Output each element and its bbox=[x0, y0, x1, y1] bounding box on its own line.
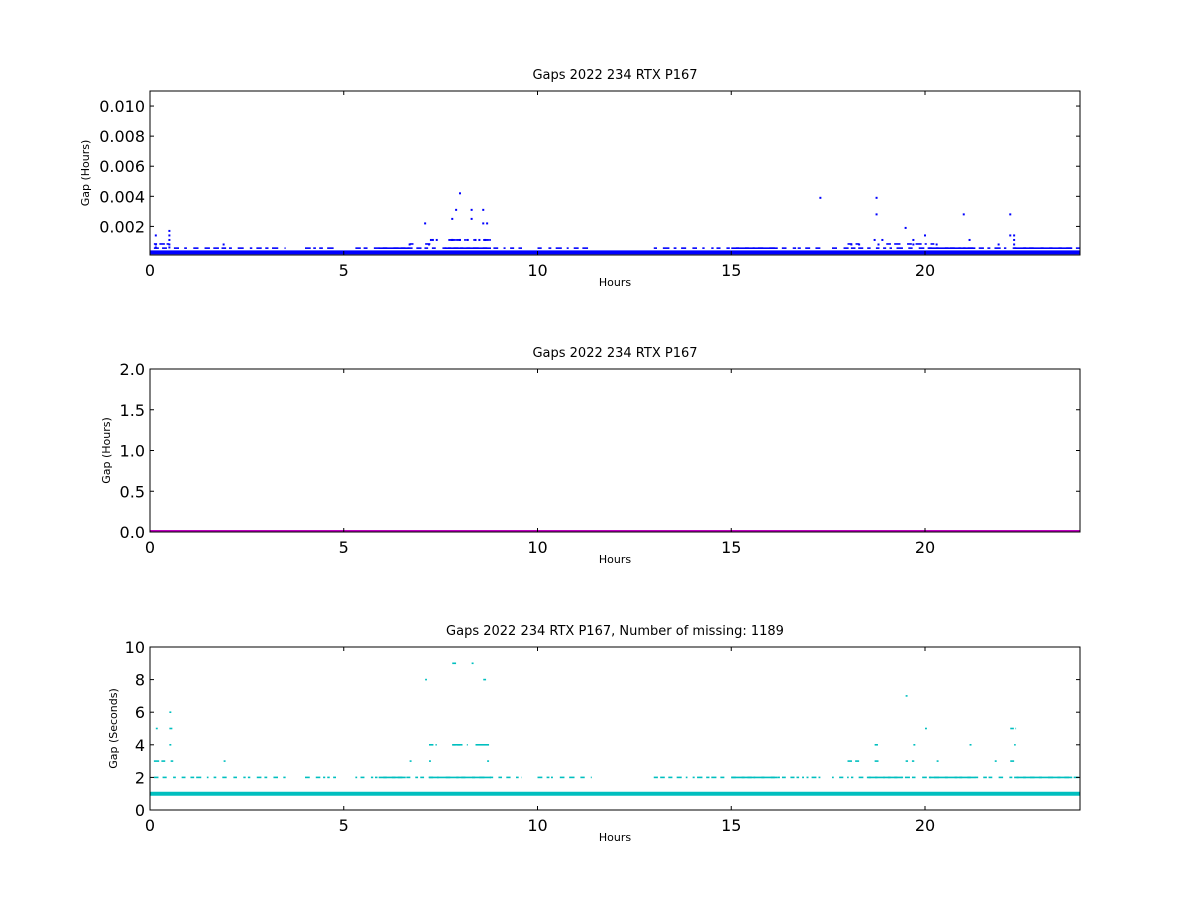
y-tick-label: 0.5 bbox=[120, 482, 145, 501]
x-tick-label: 20 bbox=[915, 816, 935, 835]
chart-title: Gaps 2022 234 RTX P167 bbox=[532, 346, 697, 361]
data-point bbox=[428, 243, 430, 246]
x-tick-label: 15 bbox=[721, 261, 741, 280]
data-point bbox=[429, 238, 432, 241]
plot-area bbox=[150, 192, 1080, 255]
data-point bbox=[154, 246, 157, 249]
x-tick-label: 5 bbox=[339, 538, 349, 557]
y-axis-label: Gap (Hours) bbox=[79, 140, 92, 207]
y-tick-label: 10 bbox=[125, 638, 145, 657]
plot-area bbox=[150, 662, 1080, 796]
x-tick-label: 0 bbox=[145, 261, 155, 280]
data-point bbox=[474, 238, 477, 241]
y-tick-label: 1.5 bbox=[120, 401, 145, 420]
y-tick-label: 1.0 bbox=[120, 442, 145, 461]
data-point bbox=[435, 238, 438, 241]
y-tick-label: 0.0 bbox=[120, 523, 145, 542]
chart-title: Gaps 2022 234 RTX P167, Number of missin… bbox=[446, 624, 784, 639]
data-point bbox=[997, 243, 1000, 246]
data-point bbox=[451, 217, 454, 220]
x-axis-label: Hours bbox=[599, 831, 631, 844]
y-tick-label: 6 bbox=[135, 703, 145, 722]
data-point bbox=[168, 246, 171, 249]
chart-gaps-hours-detail: 0 5 10 15 20 0.002 0.004 0.006 0.008 0.010 Gaps 20… bbox=[79, 68, 1081, 289]
data-point bbox=[222, 243, 225, 246]
data-point bbox=[168, 243, 171, 246]
y-tick-label: 0.004 bbox=[99, 187, 145, 206]
x-tick-label: 0 bbox=[145, 816, 155, 835]
data-point bbox=[154, 243, 157, 246]
data-point bbox=[482, 208, 485, 211]
x-tick-label: 10 bbox=[527, 261, 547, 280]
x-tick-label: 20 bbox=[915, 261, 935, 280]
x-tick-label: 5 bbox=[339, 816, 349, 835]
x-tick-label: 15 bbox=[721, 816, 741, 835]
y-tick-label: 0.008 bbox=[99, 127, 145, 146]
data-point bbox=[459, 238, 461, 241]
x-tick-label: 5 bbox=[339, 261, 349, 280]
data-point bbox=[875, 213, 878, 216]
x-axis-label: Hours bbox=[599, 276, 631, 289]
data-point bbox=[1009, 234, 1012, 237]
axes-frame bbox=[149, 368, 1081, 533]
chart-title: Gaps 2022 234 RTX P167 bbox=[532, 68, 697, 83]
data-point bbox=[912, 238, 915, 241]
data-point bbox=[877, 243, 880, 246]
axes-frame bbox=[149, 646, 1081, 811]
data-point bbox=[470, 217, 473, 220]
data-point bbox=[478, 238, 481, 241]
data-point bbox=[482, 222, 485, 225]
x-tick-label: 15 bbox=[721, 538, 741, 557]
data-point bbox=[962, 213, 965, 216]
data-point bbox=[924, 234, 926, 237]
data-point bbox=[459, 192, 461, 195]
data-point bbox=[875, 196, 878, 199]
data-point bbox=[1013, 238, 1016, 241]
data-point bbox=[168, 234, 171, 237]
data-point bbox=[154, 234, 157, 237]
x-tick-label: 20 bbox=[915, 538, 935, 557]
data-point bbox=[466, 238, 469, 241]
data-point bbox=[470, 208, 473, 211]
data-point bbox=[881, 238, 884, 241]
x-tick-label: 10 bbox=[527, 816, 547, 835]
y-axis-label: Gap (Seconds) bbox=[107, 688, 120, 769]
data-point bbox=[484, 238, 487, 241]
data-point bbox=[486, 222, 489, 225]
data-point bbox=[455, 208, 458, 211]
data-point bbox=[1009, 213, 1012, 216]
x-axis-label: Hours bbox=[599, 553, 631, 566]
data-point bbox=[1013, 234, 1016, 237]
data-point bbox=[168, 238, 171, 241]
data-point bbox=[424, 222, 427, 225]
chart-gaps-seconds: 0 5 10 15 20 0 2 4 6 8 10 Gaps 2022 234 RTX P167, N… bbox=[107, 624, 1081, 844]
y-tick-label: 0.010 bbox=[99, 97, 145, 116]
y-tick-label: 0 bbox=[135, 801, 145, 820]
y-tick-label: 8 bbox=[135, 671, 145, 690]
axes-frame bbox=[149, 90, 1081, 256]
data-point bbox=[850, 243, 853, 246]
data-point bbox=[1013, 243, 1016, 246]
data-point bbox=[168, 229, 171, 232]
data-point bbox=[873, 238, 876, 241]
y-axis-label: Gap (Hours) bbox=[100, 417, 113, 484]
y-tick-label: 0.006 bbox=[99, 157, 145, 176]
data-point bbox=[968, 238, 971, 241]
data-point bbox=[904, 226, 907, 229]
y-tick-label: 2 bbox=[135, 768, 145, 787]
data-point bbox=[912, 243, 915, 246]
data-point bbox=[819, 196, 822, 199]
data-point bbox=[408, 243, 411, 246]
data-point bbox=[858, 243, 861, 246]
data-point bbox=[431, 238, 434, 241]
x-tick-label: 10 bbox=[527, 538, 547, 557]
chart-gaps-hours: 0 5 10 15 20 0.0 0.5 1.0 1.5 2.0 Gaps 2022 234 RTX… bbox=[100, 346, 1081, 566]
y-tick-label: 2.0 bbox=[120, 360, 145, 379]
x-tick-label: 0 bbox=[145, 538, 155, 557]
y-tick-label: 4 bbox=[135, 736, 145, 755]
y-tick-label: 0.002 bbox=[99, 217, 145, 236]
data-point bbox=[451, 238, 454, 241]
data-point bbox=[935, 243, 938, 246]
